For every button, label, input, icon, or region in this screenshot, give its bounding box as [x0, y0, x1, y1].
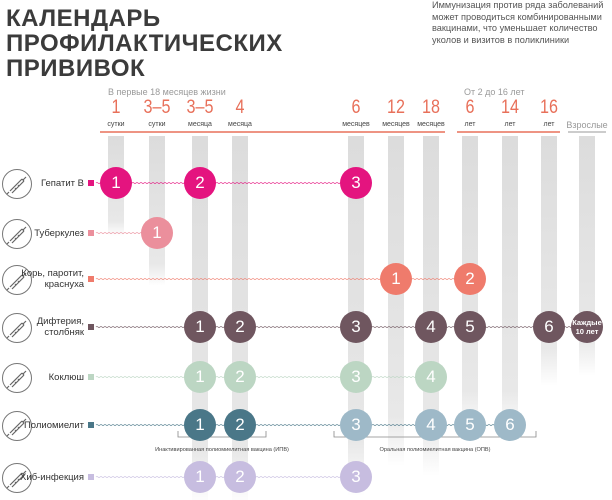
column-age-number: 1 — [111, 97, 121, 118]
vaccine-label-line: Хиб-инфекция — [20, 471, 84, 483]
dose-marker: 6 — [494, 409, 526, 441]
column-age-number: 18 — [422, 97, 440, 118]
title-line: КАЛЕНДАРЬ — [6, 5, 161, 32]
dose-marker: 1 — [184, 461, 216, 493]
dose-marker: 4 — [415, 409, 447, 441]
syringe-icon — [2, 313, 32, 343]
dose-marker: 1 — [141, 217, 173, 249]
vaccine-label-line: Корь, паротит, — [21, 268, 84, 279]
column-age-unit: сутки — [107, 121, 125, 128]
vaccine-label-line: Гепатит В — [41, 177, 84, 189]
row-marker — [88, 324, 94, 330]
dose-marker: 3 — [340, 311, 372, 343]
row-marker — [88, 230, 94, 236]
row-marker — [88, 422, 94, 428]
syringe-icon — [2, 219, 32, 249]
syringe-icon — [2, 363, 32, 393]
vaccine-label: Полиомиелит — [24, 420, 84, 431]
row-connector — [95, 181, 357, 185]
dose-marker: 1 — [184, 361, 216, 393]
adult-column-label: Взрослые — [566, 120, 608, 130]
polio-vaccine-type-label: Инактивированная полиомиелитная вакцина … — [155, 447, 289, 453]
dose-marker: 2 — [224, 461, 256, 493]
polio-vaccine-bracket — [177, 431, 267, 438]
dose-marker: 5 — [454, 311, 486, 343]
row-connector — [95, 423, 513, 427]
polio-vaccine-type-label: Оральная полиомиелитная вакцина (ОПВ) — [379, 447, 491, 453]
dose-marker: 2 — [224, 361, 256, 393]
dose-marker: 4 — [415, 311, 447, 343]
vaccine-label: Дифтерия, столбняк — [37, 316, 84, 338]
vaccine-label-line: Полиомиелит — [23, 419, 84, 431]
dose-marker: 2 — [184, 167, 216, 199]
column-age-unit: месяца — [188, 121, 212, 128]
column-age-number: 14 — [501, 97, 519, 118]
column-bar — [149, 136, 165, 286]
column-age-unit: месяца — [228, 121, 252, 128]
dose-marker: 6 — [533, 311, 565, 343]
row-marker — [88, 180, 94, 186]
column-age-number: 6 — [465, 97, 475, 118]
page-title: КАЛЕНДАРЬ ПРОФИЛАКТИЧЕСКИХ ПРИВИВОК — [6, 5, 283, 82]
column-bar — [502, 136, 518, 436]
dose-marker: 2 — [224, 409, 256, 441]
column-age-number: 3–5 — [186, 97, 214, 118]
column-age-unit: лет — [543, 121, 555, 128]
column-age-unit: месяцев — [342, 121, 370, 128]
period-label-first: В первые 18 месяцев жизни — [108, 87, 226, 97]
row-marker — [88, 474, 94, 480]
column-age-unit: лет — [464, 121, 476, 128]
column-age-unit: лет — [504, 121, 516, 128]
vaccine-label-line: Коклюш — [48, 371, 84, 383]
column-age-number: 3–5 — [143, 97, 171, 118]
dose-marker: 3 — [340, 461, 372, 493]
row-marker — [88, 276, 94, 282]
syringe-icon — [2, 169, 32, 199]
vaccine-label: Туберкулез — [34, 228, 84, 239]
dose-marker: 2 — [224, 311, 256, 343]
column-age-unit: месяцев — [382, 121, 410, 128]
vaccine-label-line: краснуха — [44, 279, 84, 290]
dose-marker: 3 — [340, 361, 372, 393]
dose-marker: 2 — [454, 263, 486, 295]
period-label-second: От 2 до 16 лет — [464, 87, 525, 97]
vaccine-label-line: Дифтерия, — [36, 316, 84, 327]
syringe-icon — [2, 411, 32, 441]
dose-marker: 3 — [340, 167, 372, 199]
row-marker — [88, 374, 94, 380]
title-line: ПРИВИВОК — [6, 55, 146, 82]
syringe-icon — [2, 265, 32, 295]
dose-marker: 4 — [415, 361, 447, 393]
column-age-unit: месяцев — [417, 121, 445, 128]
column-bar — [541, 136, 557, 386]
column-age-number: 12 — [387, 97, 405, 118]
title-line: ПРОФИЛАКТИЧЕСКИХ — [6, 30, 283, 57]
combined-vaccine-note: Иммунизация против ряда заболеваний може… — [432, 0, 604, 45]
dose-marker: 3 — [340, 409, 372, 441]
vaccine-label: Хиб-инфекция — [20, 472, 84, 483]
vaccine-label: Корь, паротит, краснуха — [21, 268, 84, 290]
column-bar — [388, 136, 404, 466]
dose-marker: 1 — [184, 409, 216, 441]
column-age-unit: сутки — [148, 121, 166, 128]
vaccine-label: Коклюш — [49, 372, 84, 383]
dose-marker: 1 — [380, 263, 412, 295]
dose-marker: 1 — [100, 167, 132, 199]
dose-marker: 5 — [454, 409, 486, 441]
vaccine-label-line: Туберкулез — [34, 227, 84, 239]
vaccine-label: Гепатит В — [41, 178, 84, 189]
column-age-number: 16 — [540, 97, 558, 118]
vaccine-label-line: столбняк — [44, 327, 84, 338]
column-age-number: 6 — [351, 97, 361, 118]
dose-marker: Каждые 10 лет — [571, 311, 603, 343]
row-connector — [95, 375, 433, 379]
column-age-number: 4 — [235, 97, 245, 118]
dose-marker: 1 — [184, 311, 216, 343]
syringe-icon — [2, 463, 32, 493]
